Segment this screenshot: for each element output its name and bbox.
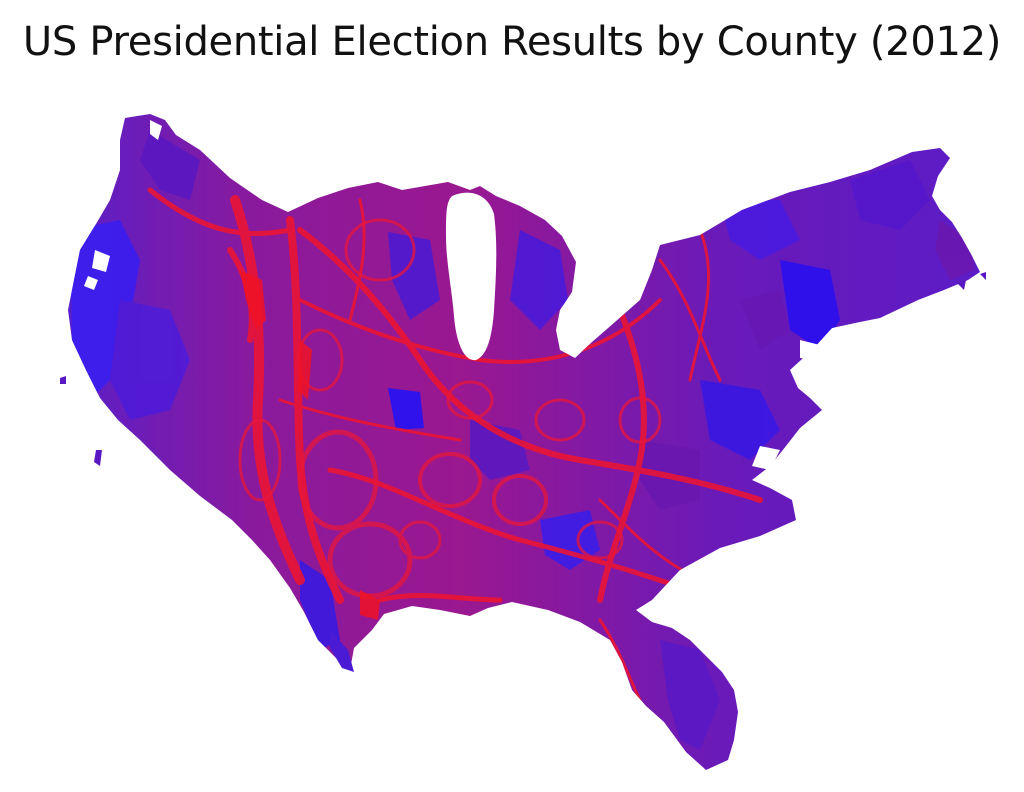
republican-hotspots [240,270,380,620]
county-outlines [238,218,662,599]
republican-regions [147,187,763,702]
slide-title: US Presidential Election Results by Coun… [22,19,1002,65]
lake-michigan [446,192,497,361]
puget-sound [150,120,162,140]
water-bodies [84,120,820,470]
coastal-fragments [60,272,986,672]
